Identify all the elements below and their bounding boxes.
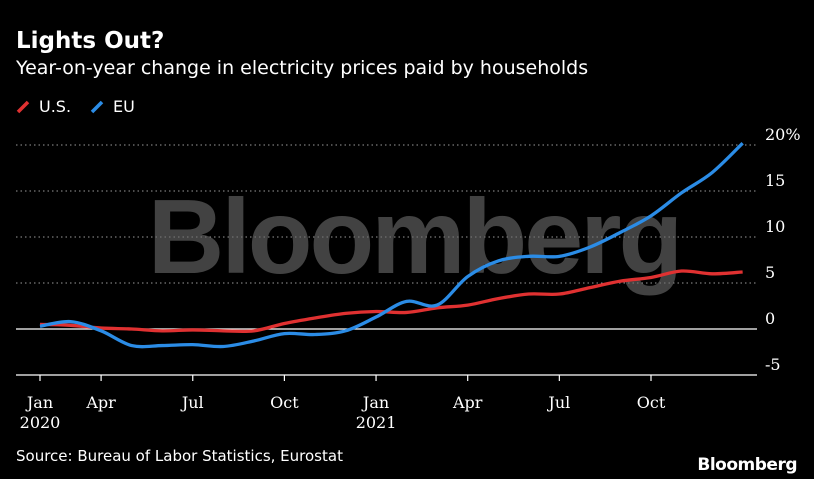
x-tick-label: Jan xyxy=(361,393,389,412)
chart-subtitle: Year-on-year change in electricity price… xyxy=(15,57,588,79)
x-tick-label: Jul xyxy=(546,393,570,412)
source-note: Source: Bureau of Labor Statistics, Euro… xyxy=(16,447,343,465)
x-tick-label: Oct xyxy=(270,393,299,412)
x-tick-label: Apr xyxy=(452,393,483,412)
y-tick-label: 10 xyxy=(765,217,785,236)
series-lines xyxy=(39,141,744,349)
y-tick-label: 5 xyxy=(765,263,775,282)
series-line-eu xyxy=(39,141,744,349)
series-line-us xyxy=(39,269,743,334)
legend-swatch-us xyxy=(16,100,30,114)
chart-title: Lights Out? xyxy=(16,28,164,54)
y-axis: -5 0 5 10 15 20% xyxy=(765,125,801,374)
x-tick-year-label: 2020 xyxy=(20,413,61,432)
legend-swatch-eu xyxy=(90,100,104,114)
x-tick-label: Jan xyxy=(25,393,53,412)
y-tick-label: 15 xyxy=(765,171,785,190)
x-tick-label: Oct xyxy=(637,393,666,412)
gridlines xyxy=(16,144,757,284)
x-tick-label: Jul xyxy=(180,393,204,412)
legend: U.S. EU xyxy=(16,97,135,116)
legend-label-us: U.S. xyxy=(39,97,71,116)
watermark-logo: Bloomberg xyxy=(148,178,680,296)
y-tick-label: -5 xyxy=(765,355,781,374)
x-tick-year-label: 2021 xyxy=(356,413,397,432)
y-tick-label: 0 xyxy=(765,309,775,328)
legend-label-eu: EU xyxy=(113,97,135,116)
bloomberg-logo: Bloomberg xyxy=(697,455,797,475)
x-tick-label: Apr xyxy=(85,393,116,412)
y-tick-label: 20% xyxy=(765,125,801,144)
